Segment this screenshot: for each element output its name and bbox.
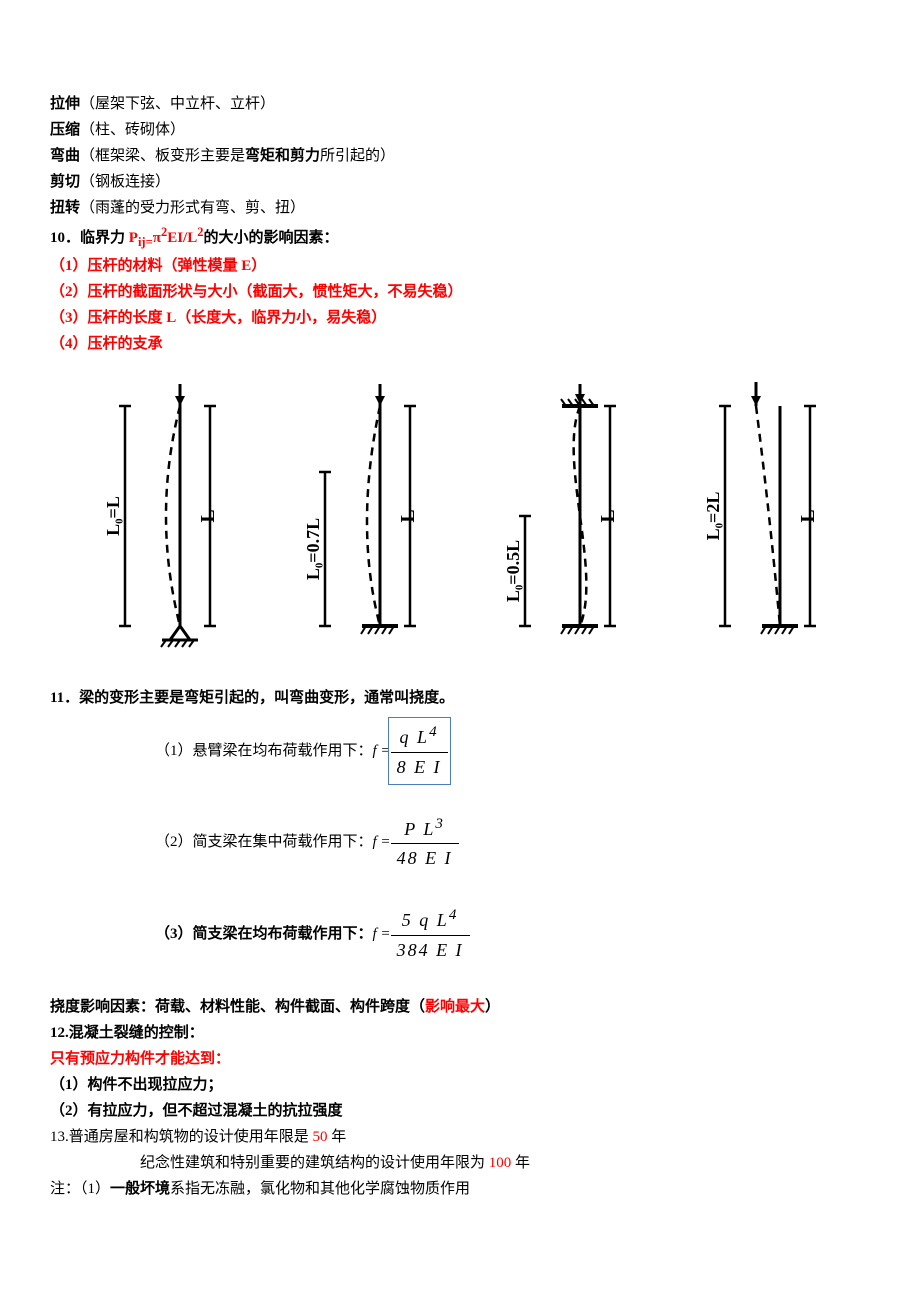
line-shear: 剪切（钢板连接）	[50, 170, 870, 194]
svg-text:L₀=0.7L: L₀=0.7L	[303, 518, 323, 580]
line-tension: 拉伸（屋架下弦、中立杆、立杆）	[50, 92, 870, 116]
note-1: 注：（1）一般坏境系指无冻融，氯化物和其他化学腐蚀物质作用	[50, 1177, 870, 1201]
deflection-factors: 挠度影响因素：荷载、材料性能、构件截面、构件跨度（影响最大）	[50, 995, 870, 1019]
item-10-3: （3）压杆的长度 L（长度大，临界力小，易失稳）	[50, 306, 870, 330]
svg-text:L: L	[197, 509, 219, 522]
item-10-4: （4）压杆的支承	[50, 332, 870, 356]
item-13-1: 13.普通房屋和构筑物的设计使用年限是 50 年	[50, 1125, 870, 1149]
svg-text:L: L	[597, 509, 619, 522]
item-10-2: （2）压杆的截面形状与大小（截面大，惯性矩大，不易失稳）	[50, 280, 870, 304]
item-12-1: （1）构件不出现拉应力；	[50, 1073, 870, 1097]
formula-3: （3）简支梁在均布荷载作用下： f = 5 q L4 384 E I	[50, 903, 870, 965]
svg-text:L₀=0.5L: L₀=0.5L	[503, 540, 523, 602]
svg-text:L₀=2L: L₀=2L	[703, 492, 723, 541]
svg-text:L₀=L: L₀=L	[103, 496, 123, 536]
item-10-1: （1）压杆的材料（弹性模量 E）	[50, 254, 870, 278]
item-12-prestress: 只有预应力构件才能达到：	[50, 1047, 870, 1071]
buckling-case: L L₀=L	[70, 376, 260, 656]
item-12-title: 12.混凝土裂缝的控制：	[50, 1021, 870, 1045]
buckling-case: L L₀=0.7L	[270, 376, 460, 656]
item-13-2: 纪念性建筑和特别重要的建筑结构的设计使用年限为 100 年	[140, 1151, 870, 1175]
buckling-case: L L₀=0.5L	[470, 376, 660, 656]
buckling-diagrams: L L₀=L L L₀=0.7L L L₀=0.5L L L₀=2L	[70, 376, 850, 656]
item-12-2: （2）有拉应力，但不超过混凝土的抗拉强度	[50, 1099, 870, 1123]
item-11-title: 11．梁的变形主要是弯矩引起的，叫弯曲变形，通常叫挠度。	[50, 686, 870, 710]
formula-2: （2）简支梁在集中荷载作用下： f = P L3 48 E I	[50, 812, 870, 874]
formula-1: （1）悬臂梁在均布荷载作用下： f = q L4 8 E I	[50, 720, 870, 782]
svg-text:L: L	[397, 509, 419, 522]
line-torsion: 扭转（雨蓬的受力形式有弯、剪、扭）	[50, 196, 870, 220]
line-compression: 压缩（柱、砖砌体）	[50, 118, 870, 142]
item-10-title: 10．临界力 Pij=π2EI/L2的大小的影响因素：	[50, 222, 870, 252]
line-bending: 弯曲（框架梁、板变形主要是弯矩和剪力所引起的）	[50, 144, 870, 168]
svg-text:L: L	[797, 509, 819, 522]
buckling-case: L L₀=2L	[670, 376, 860, 656]
